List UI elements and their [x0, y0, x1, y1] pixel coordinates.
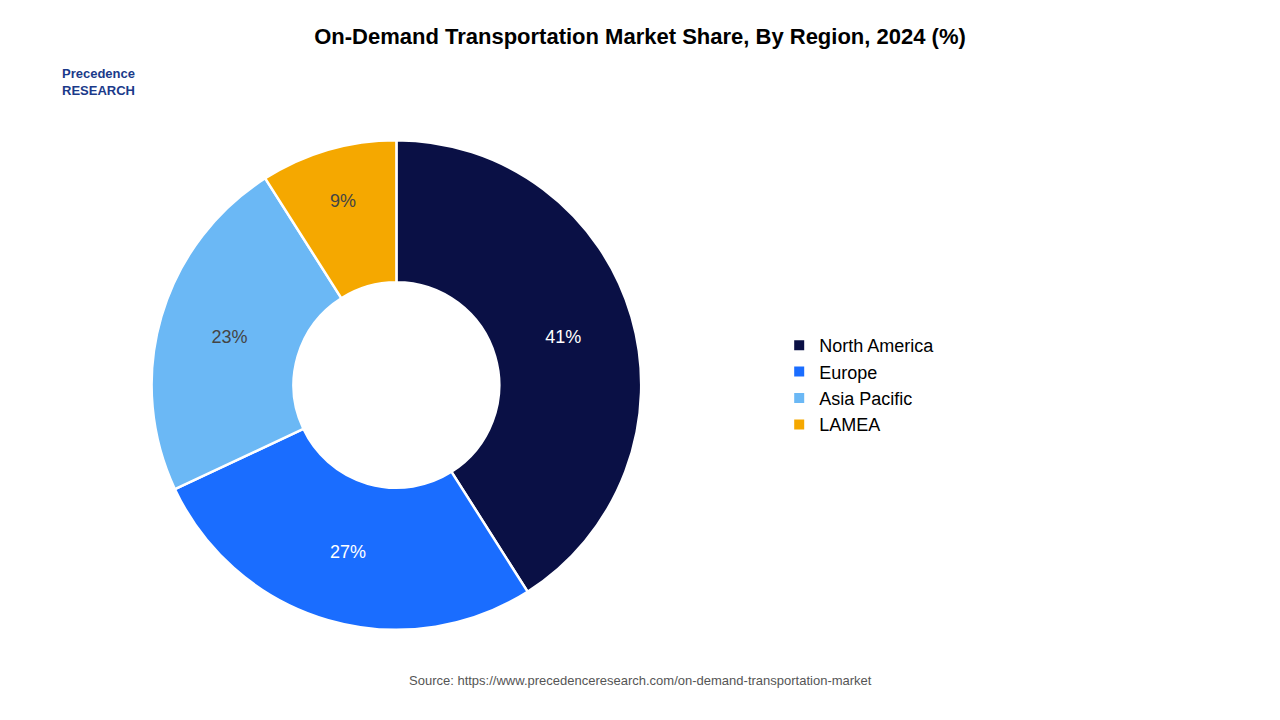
svg-text:41%: 41%	[545, 327, 581, 347]
svg-text:Asia Pacific: Asia Pacific	[819, 389, 912, 409]
svg-text:23%: 23%	[211, 327, 247, 347]
svg-text:North America: North America	[819, 336, 934, 356]
svg-text:Source: https://www.precedence: Source: https://www.precedenceresearch.c…	[409, 673, 872, 688]
svg-text:9%: 9%	[330, 191, 356, 211]
svg-text:LAMEA: LAMEA	[819, 415, 880, 435]
svg-text:PrecedenceRESEARCH: PrecedenceRESEARCH	[62, 66, 135, 98]
svg-text:27%: 27%	[330, 542, 366, 562]
svg-text:On-Demand Transportation Marke: On-Demand Transportation Market Share, B…	[314, 24, 966, 49]
svg-text:Europe: Europe	[819, 363, 877, 383]
